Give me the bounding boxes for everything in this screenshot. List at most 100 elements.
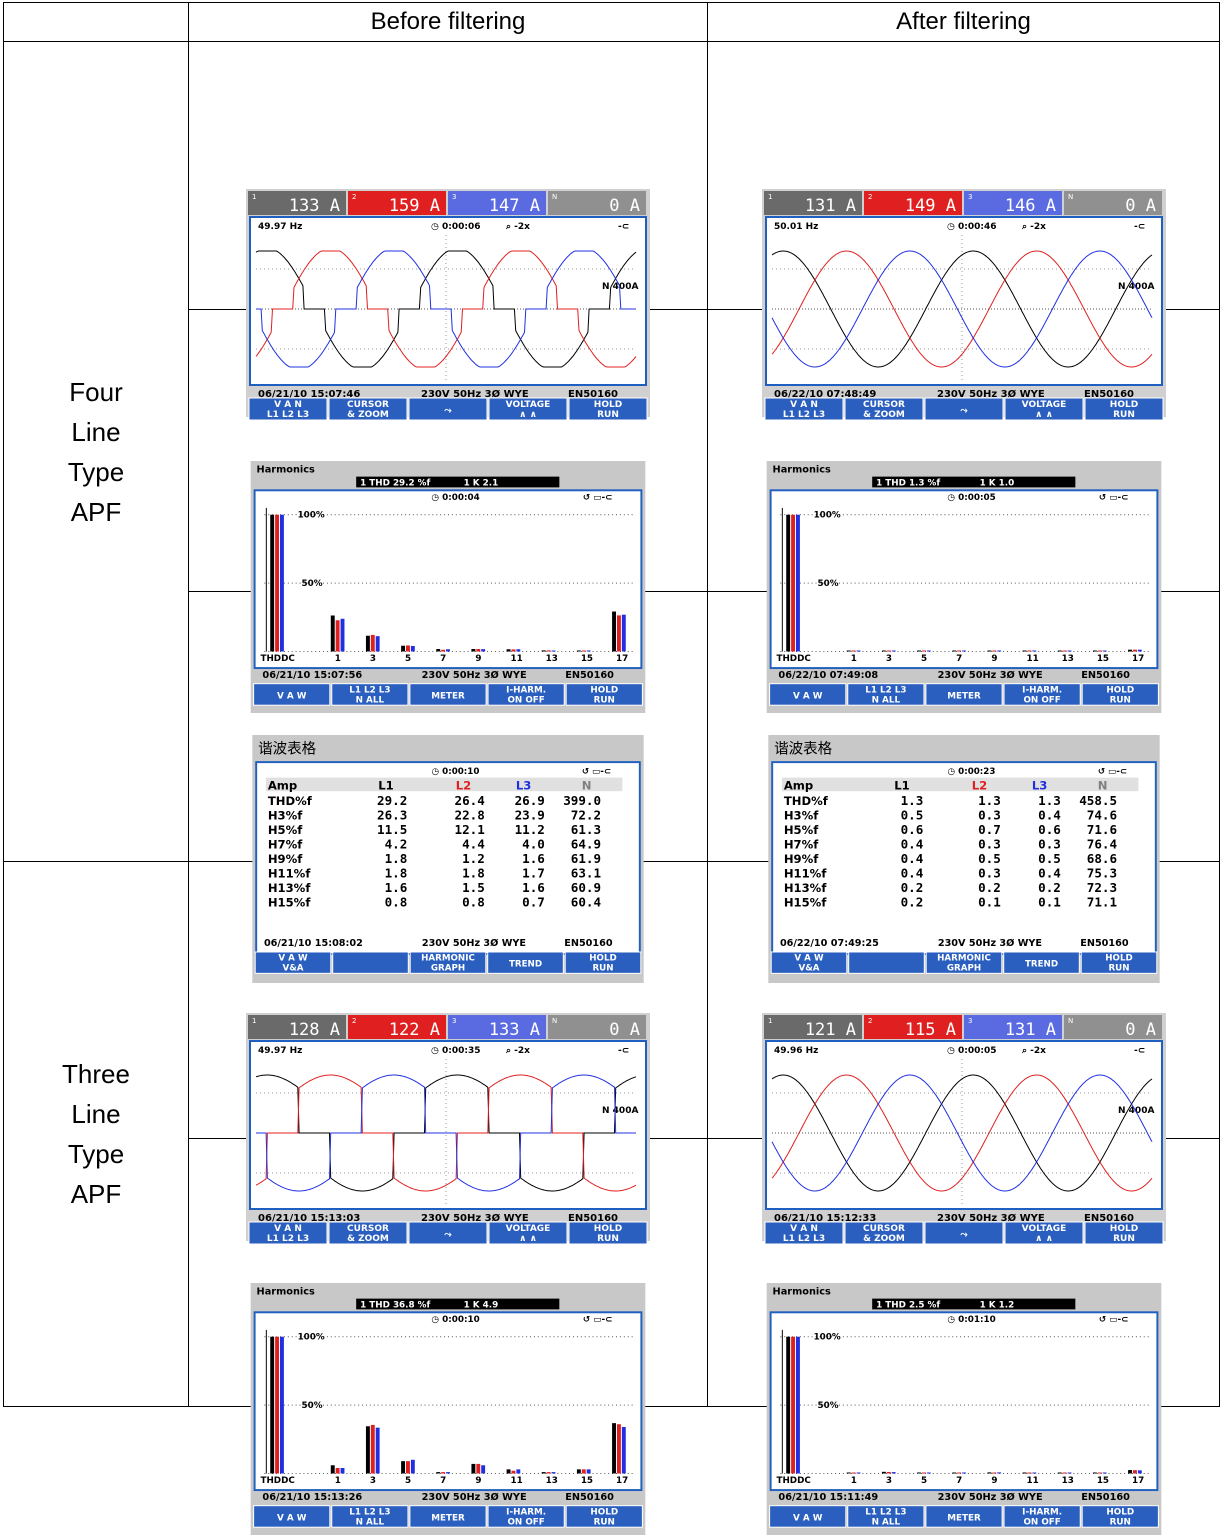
softkey-button[interactable] — [564, 951, 642, 974]
softkey-button[interactable] — [408, 1221, 488, 1244]
table-column-header: L2 — [456, 778, 471, 792]
harmonic-bar — [956, 1471, 961, 1473]
screen-plot-frame — [764, 215, 1163, 386]
softkey-button[interactable] — [924, 682, 1003, 706]
softkey-button[interactable] — [488, 1221, 568, 1244]
softkey-button[interactable] — [1003, 682, 1081, 706]
harmonic-bar — [401, 645, 406, 651]
harmonic-bar — [1062, 1471, 1067, 1473]
frequency-readout: 50.01 Hz — [774, 222, 818, 232]
frequency-readout: 49.97 Hz — [258, 1046, 302, 1056]
softkey-label: V A W — [278, 953, 308, 963]
softkey-button[interactable] — [844, 1221, 923, 1244]
phase-reading-value: 0 A — [609, 1020, 640, 1040]
x-tick-label: 7 — [440, 654, 446, 664]
screen-footer-standard: EN50160 — [568, 1213, 618, 1224]
softkey-button[interactable] — [925, 951, 1002, 974]
softkey-button[interactable] — [328, 397, 408, 420]
waveform-l3 — [771, 1074, 1152, 1192]
harmonic-bar — [446, 1471, 450, 1473]
softkey-button[interactable] — [1080, 951, 1157, 974]
table-row-label: THD%f — [783, 793, 828, 807]
softkey-button[interactable] — [847, 951, 925, 974]
table-cell-value: 0.4 — [900, 865, 923, 880]
softkey-button[interactable] — [924, 1221, 1003, 1244]
softkey-button[interactable] — [1084, 1221, 1163, 1244]
softkey-button[interactable] — [254, 951, 332, 974]
softkey-button[interactable] — [1084, 397, 1163, 420]
screen-footer-config: 230V 50Hz 3Ø WYE — [422, 668, 527, 680]
softkey-button[interactable] — [408, 397, 488, 420]
softkey-button[interactable] — [764, 1221, 843, 1244]
table-cell-value: 1.7 — [522, 865, 545, 880]
harmonic-bar — [330, 1464, 335, 1473]
harmonic-bar — [881, 1471, 886, 1473]
softkey-button[interactable] — [568, 1221, 648, 1244]
softkey-button[interactable] — [331, 682, 409, 706]
softkey-button[interactable] — [409, 951, 487, 974]
harmonic-bar — [916, 649, 921, 651]
thd-readout: 1 THD 2.5 %f — [876, 1300, 940, 1310]
screen-footer-standard: EN50160 — [1084, 389, 1134, 400]
softkey-button[interactable] — [568, 397, 648, 420]
softkey-button[interactable] — [488, 397, 568, 420]
table-cell-value: 0.6 — [1038, 821, 1061, 836]
screen-plot-frame — [253, 488, 643, 669]
table-row-label: H11%f — [268, 866, 312, 880]
softkey-button[interactable] — [328, 1221, 408, 1244]
harmonic-bar — [335, 619, 340, 651]
softkey-label: V A N — [274, 400, 302, 410]
softkey-button[interactable] — [248, 1221, 328, 1244]
phase-reading-value: 159 A — [389, 196, 440, 216]
softkey-button[interactable] — [1002, 951, 1080, 974]
header-after: After filtering — [707, 2, 1220, 42]
softkey-button[interactable] — [770, 951, 847, 974]
softkey-label: ON OFF — [1023, 695, 1060, 705]
table-cell-value: 1.6 — [522, 879, 545, 894]
softkey-label: V A W — [277, 691, 307, 701]
softkey-button[interactable] — [248, 397, 328, 420]
softkey-button[interactable] — [1004, 397, 1083, 420]
softkey-button[interactable] — [844, 397, 923, 420]
table-cell-value: 0.3 — [978, 865, 1001, 880]
harmonic-bar — [926, 1471, 931, 1473]
comparison-table: Before filtering After filtering Four Li… — [3, 2, 1220, 1535]
harmonic-bar — [951, 649, 956, 651]
softkey-button[interactable] — [332, 951, 409, 974]
table-cell-value: 0.2 — [1038, 879, 1061, 894]
table-cell-value: 0.2 — [978, 879, 1001, 894]
harmonic-bar — [621, 1426, 626, 1473]
screen-title: Harmonics — [257, 1286, 315, 1297]
phase-reading-box — [1063, 190, 1162, 215]
screen-footer-datetime: 06/22/10 07:49:25 — [779, 938, 878, 949]
softkey-button[interactable] — [764, 397, 843, 420]
x-tick-label: 13 — [1061, 1476, 1073, 1486]
timer-readout: ◷ 0:00:06 — [431, 222, 481, 232]
screen-footer-config: 230V 50Hz 3Ø WYE — [937, 937, 1041, 949]
softkey-button[interactable] — [487, 951, 564, 974]
phase-reading-box — [963, 190, 1062, 215]
table-row-label: THD%f — [268, 793, 313, 807]
zoom-readout: ⌕ -2x — [1021, 222, 1046, 232]
screen-footer-config: 230V 50Hz 3Ø WYE — [422, 1490, 527, 1502]
softkey-button[interactable] — [409, 682, 487, 706]
screen-title: 谐波表格 — [774, 740, 833, 757]
softkey-button[interactable] — [565, 682, 643, 706]
phase-index: 1 — [252, 193, 256, 201]
softkey-button[interactable] — [253, 682, 331, 706]
table-cell-value: 72.3 — [1086, 879, 1116, 894]
meter-screen-before-harmonics: Harmonics 1 THD 29.2 %f 1 K 2.1 ◷ 0:00:04 ↺ … — [250, 460, 646, 713]
table-cell-value: 1.3 — [900, 792, 923, 807]
softkey-button[interactable] — [768, 682, 846, 706]
softkey-button[interactable] — [846, 682, 924, 706]
harmonic-bar — [365, 635, 370, 651]
harmonic-bar — [795, 1336, 800, 1473]
table-row-label: H5%f — [783, 822, 818, 836]
softkey-button[interactable] — [924, 397, 1003, 420]
softkey-button[interactable] — [1081, 682, 1159, 706]
softkey-button[interactable] — [487, 682, 565, 706]
screen-plot-frame — [770, 760, 1157, 955]
harmonic-bar — [1026, 649, 1031, 651]
harmonic-bar — [410, 1459, 415, 1473]
softkey-button[interactable] — [1004, 1221, 1083, 1244]
